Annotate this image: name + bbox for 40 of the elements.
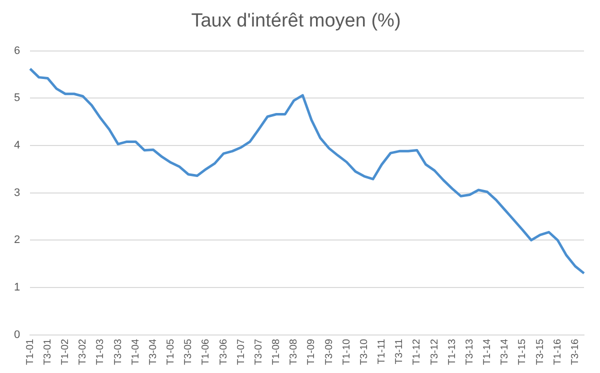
y-tick-label: 5 xyxy=(14,92,20,104)
x-tick-label: T3-04 xyxy=(148,338,159,365)
x-tick-label: T1-01 xyxy=(24,338,36,365)
x-tick-label: T3-11 xyxy=(394,338,406,364)
x-tick-label: T1-15 xyxy=(517,338,528,365)
chart-title: Taux d'intérêt moyen (%) xyxy=(191,10,401,32)
y-tick-label: 6 xyxy=(14,44,20,57)
x-tick-label: T3-16 xyxy=(570,338,581,365)
x-tick-label: T1-11 xyxy=(376,338,388,364)
x-tick-label: T3-08 xyxy=(288,338,300,365)
x-tick-label: T3-13 xyxy=(464,338,476,365)
y-tick-label: 0 xyxy=(14,328,20,341)
x-tick-label: T1-14 xyxy=(482,338,494,365)
x-tick-label: T1-16 xyxy=(552,338,564,365)
x-tick-label: T3-05 xyxy=(183,338,194,365)
x-tick-label: T1-02 xyxy=(60,338,72,365)
x-tick-label: T3-01 xyxy=(42,338,54,365)
x-tick-label: T1-06 xyxy=(200,338,212,365)
x-tick-label: T3-12 xyxy=(429,338,440,365)
x-tick-label: T1-10 xyxy=(341,338,352,365)
y-tick-label: 2 xyxy=(14,234,20,246)
x-tick-label: T1-03 xyxy=(95,338,106,365)
x-tick-label: T3-03 xyxy=(112,338,124,365)
y-tick-label: 3 xyxy=(14,186,20,199)
x-tick-label: T3-06 xyxy=(218,338,230,365)
x-tick-label: T1-07 xyxy=(236,338,247,365)
x-tick-label: T1-12 xyxy=(412,338,423,365)
x-tick-label: T1-08 xyxy=(271,338,282,365)
x-tick-label: T1-04 xyxy=(130,338,142,365)
x-tick-label: T1-13 xyxy=(446,338,458,365)
x-tick-label: T1-05 xyxy=(166,338,177,365)
x-tick-label: T3-15 xyxy=(534,338,546,365)
x-tick-label: T3-14 xyxy=(500,338,511,365)
y-tick-label: 1 xyxy=(14,282,20,294)
x-tick-label: T3-07 xyxy=(253,338,264,365)
y-tick-label: 4 xyxy=(14,140,20,152)
x-tick-label: T3-02 xyxy=(78,338,89,365)
x-tick-label: T1-09 xyxy=(306,338,318,365)
x-tick-label: T3-09 xyxy=(324,338,335,365)
x-tick-label: T3-10 xyxy=(358,338,370,365)
